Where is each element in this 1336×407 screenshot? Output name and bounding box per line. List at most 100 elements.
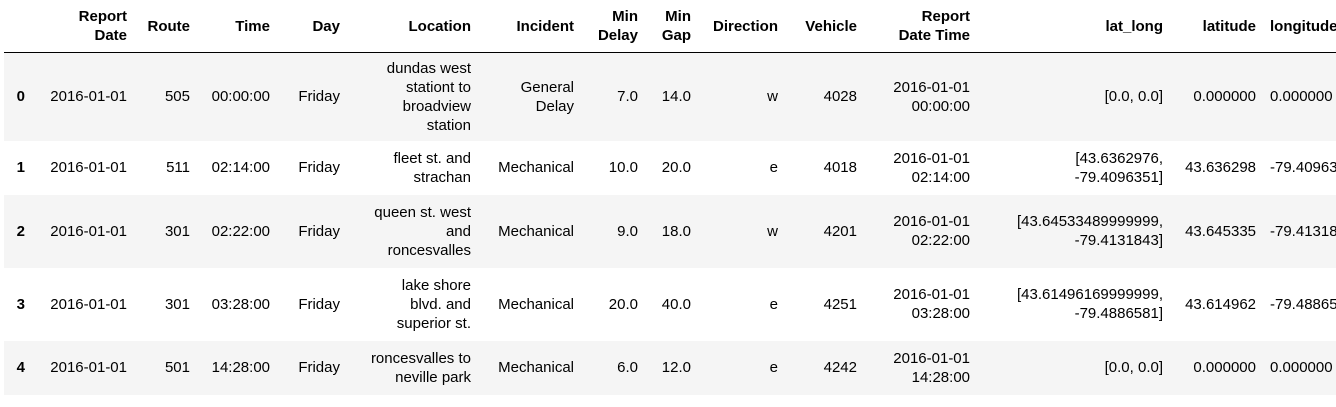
cell-line: 4201 [823,222,857,240]
cell-line: 301 [164,222,190,240]
cell-line: 2016-01-01 [50,88,127,106]
table-cell: 20.0 [645,141,698,195]
cell-line: Mechanical [498,359,574,376]
table-cell: roncesvalles to neville park [347,341,478,395]
table-cell: 2016-01-01 [32,195,134,268]
cell-line: Friday [298,295,340,313]
table-cell: 511 [134,141,197,195]
table-cell: e [698,268,785,341]
table-cell: w [698,195,785,268]
cell-line: 505 [164,88,190,106]
table-cell: e [698,141,785,195]
cell-line: 9.0 [617,222,638,240]
cell-line: 03:28:00 [211,295,270,313]
cell-line: 02:22:00 [211,222,270,240]
column-header: Direction [698,0,785,53]
table-cell: Mechanical [478,141,581,195]
table-cell: [43.61496169999999, -79.4886581] [977,268,1170,341]
dataframe-output: Report Date Route Time Day Location Incid… [4,0,1336,395]
table-cell: [43.6362976, -79.4096351] [977,141,1170,195]
cell-line: -79.4131843] [1074,232,1163,249]
table-cell: 14:28:00 [197,341,277,395]
header-line: longitude [1270,17,1336,35]
table-cell: queen st. west and roncesvalles [347,195,478,268]
table-cell: 2016-01-01 [32,53,134,141]
header-line: Delay [597,27,638,44]
cell-line: roncesvalles to [370,349,471,367]
table-cell: Mechanical [478,195,581,268]
cell-line: [43.64533489999999, [1017,213,1163,230]
table-cell: 2016-01-01 02:22:00 [864,195,977,268]
cell-line: 14:28:00 [211,359,270,376]
cell-line: 4251 [823,295,857,313]
cell-line: 10.0 [608,159,638,176]
cell-line: [0.0, 0.0] [1104,359,1163,376]
table-cell: 2016-01-01 14:28:00 [864,341,977,395]
cell-line: 7.0 [617,88,638,106]
cell-line: station [426,116,471,134]
table-row: 1 2016-01-01 511 02:14:00 Friday fleet st. an… [4,140,1336,195]
cell-line: 2016-01-01 [893,286,970,303]
cell-line: 02:14:00 [911,168,970,186]
column-header: Location [347,0,478,53]
cell-line: superior st. [396,314,471,332]
cell-line: Friday [298,159,340,176]
row-index: 1 [16,159,25,176]
column-header: lat_long [977,0,1170,53]
cell-line: stationt to [405,78,471,96]
cell-line: 511 [166,159,190,176]
header-line: Min [612,8,638,25]
header-line: Day [312,17,340,35]
column-header: latitude [1170,0,1263,53]
cell-line: e [769,295,778,313]
header-line: Gap [661,27,691,44]
table-row: 4 2016-01-01 501 14:28:00 Friday roncesvalles… [4,340,1336,395]
cell-line: 4028 [823,88,857,106]
cell-line: 0.000000 [1193,88,1256,106]
cell-line: 02:22:00 [911,232,970,249]
table-cell: 4028 [785,53,864,141]
row-index: 4 [16,359,25,376]
table-cell: 4242 [785,341,864,395]
row-index: 2 [16,222,25,240]
cell-line: 4018 [823,159,857,176]
cell-line: queen st. west [374,203,471,221]
cell-line: Friday [298,359,340,376]
table-cell: e [698,341,785,395]
cell-line: 2016-01-01 [50,295,127,313]
header-line: Min [665,8,691,25]
cell-line: lake shore [401,276,471,294]
cell-line: Friday [298,222,340,240]
cell-line: 2016-01-01 [893,78,970,96]
cell-line: 12.0 [661,359,691,376]
cell-line: 43.645335 [1185,222,1256,240]
cell-line: 0.000000 [1270,88,1333,106]
table-cell: 2016-01-01 02:14:00 [864,141,977,195]
table-cell: Friday [277,53,347,141]
cell-line: -79.409635 [1270,159,1336,176]
dataframe-table: Report Date Route Time Day Location Incid… [4,0,1336,395]
table-cell: 505 [134,53,197,141]
cell-line: 2016-01-01 [50,222,127,240]
table-cell: 2016-01-01 03:28:00 [864,268,977,341]
table-cell: 20.0 [581,268,645,341]
table-cell: -79.413184 [1263,195,1336,268]
table-cell: 10.0 [581,141,645,195]
table-cell: [43.64533489999999, -79.4131843] [977,195,1170,268]
table-cell: w [698,53,785,141]
table-cell: 43.645335 [1170,195,1263,268]
table-cell: Mechanical [478,268,581,341]
table-cell: 2016-01-01 [32,268,134,341]
cell-line: 14:28:00 [911,368,970,386]
header-line: Vehicle [805,17,857,35]
cell-line: 301 [164,295,190,313]
cell-line: 20.0 [661,159,691,176]
header-row: Report Date Route Time Day Location Incid… [4,0,1336,53]
table-cell: [0.0, 0.0] [977,341,1170,395]
table-cell: 00:00:00 [197,53,277,141]
table-header: Report Date Route Time Day Location Incid… [4,0,1336,53]
cell-line: -79.488658 [1270,295,1336,313]
cell-line: strachan [413,168,471,186]
table-cell: 40.0 [645,268,698,341]
table-cell: 4251 [785,268,864,341]
